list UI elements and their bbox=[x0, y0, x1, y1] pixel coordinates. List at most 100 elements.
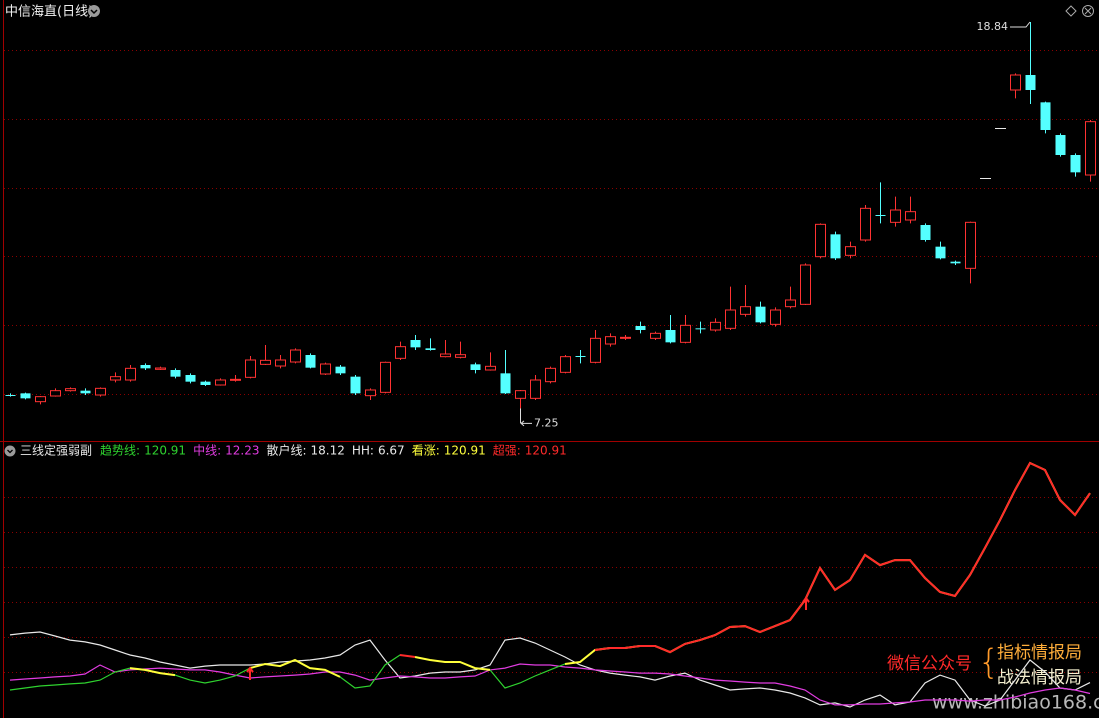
candle-body bbox=[335, 366, 346, 374]
candle-body bbox=[965, 221, 976, 269]
candle-body bbox=[170, 370, 181, 377]
candle-body bbox=[560, 356, 571, 373]
candle-body bbox=[260, 359, 271, 365]
watermark-label: 微信公众号 bbox=[887, 654, 972, 674]
candle-body bbox=[485, 365, 496, 371]
legend-name: 超强: bbox=[493, 443, 521, 458]
candle-body bbox=[215, 379, 226, 386]
candle-body bbox=[650, 332, 661, 339]
candle-body bbox=[5, 395, 16, 396]
icon-cross[interactable] bbox=[1084, 7, 1092, 15]
indicator-icon[interactable] bbox=[4, 445, 16, 457]
icon-circle[interactable] bbox=[1082, 5, 1094, 17]
candle-body bbox=[785, 299, 796, 308]
candle-body bbox=[680, 324, 691, 343]
candle-body bbox=[815, 223, 826, 258]
icon-circle[interactable] bbox=[4, 445, 16, 457]
legend-value: 18.12 bbox=[311, 444, 345, 458]
legend-value: 12.23 bbox=[225, 444, 259, 458]
watermark-line: 指标情报局 bbox=[997, 643, 1082, 663]
candle-body bbox=[125, 367, 136, 381]
series-line bbox=[9, 663, 1091, 706]
candle-body bbox=[1055, 135, 1066, 155]
candle-body bbox=[635, 326, 646, 330]
candle-body bbox=[155, 367, 166, 370]
icon-chevron[interactable] bbox=[90, 9, 98, 15]
candle-body bbox=[230, 378, 241, 381]
legend-value: 6.67 bbox=[378, 444, 405, 458]
candle-body bbox=[50, 390, 61, 397]
candle-body bbox=[770, 309, 781, 325]
candle-body bbox=[1010, 74, 1021, 91]
candle-body bbox=[860, 207, 871, 241]
candle-body bbox=[755, 306, 766, 323]
signal-arrow bbox=[802, 596, 810, 610]
candle-body bbox=[845, 246, 856, 256]
candle-body bbox=[935, 246, 946, 259]
watermark-url: www.zhibiao168.com bbox=[932, 692, 1099, 714]
candle-body bbox=[905, 211, 916, 221]
candle-body bbox=[320, 363, 331, 375]
annotation-label: 7.25 bbox=[534, 416, 559, 429]
legend-value: 120.91 bbox=[444, 444, 486, 458]
candle-body bbox=[665, 330, 676, 343]
candle-body bbox=[695, 328, 706, 330]
candle-body bbox=[365, 389, 376, 397]
close-icon[interactable] bbox=[1082, 5, 1094, 17]
candle-body bbox=[410, 340, 421, 348]
legend-value: 120.91 bbox=[144, 444, 186, 458]
candle-body bbox=[395, 346, 406, 359]
dropdown-icon[interactable] bbox=[88, 5, 100, 17]
candle-body bbox=[890, 209, 901, 223]
candle-body bbox=[1040, 102, 1051, 130]
candle-body bbox=[620, 336, 631, 339]
icon-chevron[interactable] bbox=[7, 449, 13, 454]
legend-value: 120.91 bbox=[525, 444, 567, 458]
candle-body bbox=[95, 387, 106, 396]
legend-name: 看涨: bbox=[412, 443, 440, 458]
icon-circle[interactable] bbox=[88, 5, 100, 17]
candle-body bbox=[800, 264, 811, 305]
watermark-brace: { bbox=[978, 643, 1000, 683]
candle-body bbox=[500, 373, 511, 394]
annotation-arrow bbox=[520, 408, 532, 427]
annotation-arrow bbox=[1010, 21, 1031, 28]
candle-body bbox=[1085, 121, 1096, 176]
diamond-icon[interactable] bbox=[1065, 5, 1077, 17]
candle-body bbox=[875, 215, 886, 216]
candle-body bbox=[305, 355, 316, 368]
candle-body bbox=[425, 348, 436, 350]
candle-body bbox=[290, 349, 301, 363]
candle-body bbox=[455, 354, 466, 358]
candle-body bbox=[275, 359, 286, 367]
candle-body bbox=[245, 359, 256, 378]
candle-body bbox=[920, 225, 931, 240]
candle-body bbox=[605, 336, 616, 345]
candle-body bbox=[20, 393, 31, 399]
candle-body bbox=[35, 396, 46, 403]
legend-name: 中线: bbox=[193, 443, 221, 458]
candle-body bbox=[710, 321, 721, 331]
candle-body bbox=[740, 306, 751, 315]
candle-body bbox=[725, 309, 736, 329]
candle-body bbox=[575, 356, 586, 357]
signal-arrow bbox=[246, 666, 254, 680]
candle-body bbox=[950, 261, 961, 264]
candle-body bbox=[110, 376, 121, 381]
chart-title: 中信海直(日线) bbox=[5, 5, 93, 20]
candle-body bbox=[515, 390, 526, 399]
series-line bbox=[399, 461, 1091, 658]
candle-body bbox=[185, 375, 196, 382]
candle-body bbox=[830, 234, 841, 259]
candle-body bbox=[590, 337, 601, 363]
candle-body bbox=[80, 390, 91, 394]
candle-body bbox=[545, 367, 556, 383]
series-line bbox=[129, 461, 1091, 678]
legend-name: 趋势线: bbox=[100, 444, 140, 458]
candle-body bbox=[530, 379, 541, 399]
watermark-line: 战法情报局 bbox=[997, 668, 1082, 688]
candle-body bbox=[1025, 75, 1036, 90]
candle-body bbox=[380, 361, 391, 393]
